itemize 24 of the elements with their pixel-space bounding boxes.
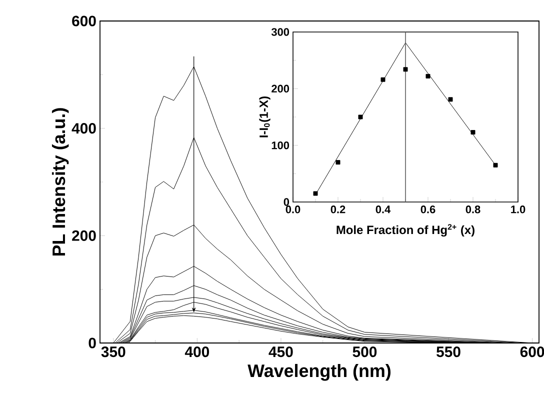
x-tick-label: 450 — [268, 346, 293, 358]
x-tick-label: 0.4 — [376, 206, 391, 214]
x-tick-label: 500 — [352, 346, 377, 358]
x-tick-label: 0.2 — [330, 206, 346, 214]
y-tick-label: 600 — [72, 16, 96, 26]
x-axis-title: Mole Fraction of Hg$^{2+}$ (x) — [336, 224, 474, 237]
x-tick-label: 0.0 — [286, 206, 300, 214]
x-tick-label: 0.8 — [466, 206, 480, 214]
x-tick-label: 600 — [520, 346, 544, 358]
y-axis-title: PL Intensity (a.u.) — [52, 108, 69, 256]
y-tick-label: 100 — [272, 141, 290, 150]
y-tick-label: 0 — [88, 338, 96, 348]
y-tick-label: 200 — [72, 230, 96, 241]
y-tick-label: 400 — [72, 123, 96, 134]
x-tick-label: 550 — [436, 346, 460, 358]
x-tick-label: 400 — [184, 346, 210, 358]
y-tick-label: 300 — [271, 28, 290, 36]
y-tick-label: 200 — [272, 84, 290, 93]
y-axis-title: I-I$_{0}$(1-X) — [259, 96, 270, 138]
x-tick-label: 350 — [101, 346, 126, 358]
x-tick-label: 1.0 — [511, 206, 526, 214]
y-tick-label: 0 — [284, 198, 290, 206]
x-tick-label: 0.6 — [420, 206, 436, 214]
x-axis-title: Wavelength (nm) — [248, 364, 390, 381]
